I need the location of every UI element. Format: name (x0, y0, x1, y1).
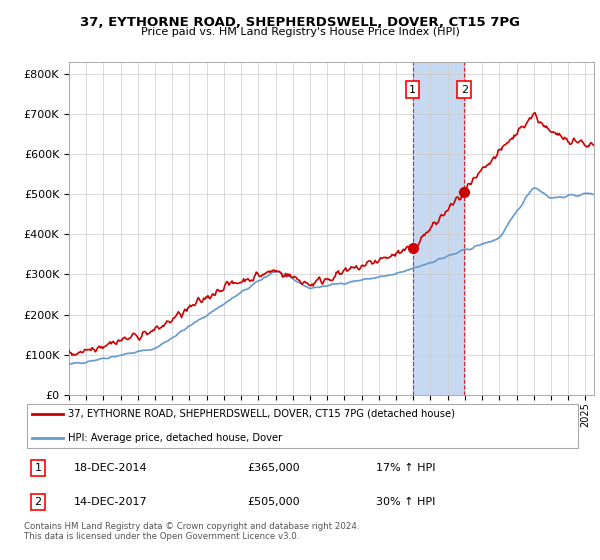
Text: 2: 2 (34, 497, 41, 507)
Text: 2: 2 (461, 85, 468, 95)
Text: 14-DEC-2017: 14-DEC-2017 (74, 497, 148, 507)
Text: 1: 1 (34, 463, 41, 473)
Text: £505,000: £505,000 (247, 497, 300, 507)
Text: Price paid vs. HM Land Registry's House Price Index (HPI): Price paid vs. HM Land Registry's House … (140, 27, 460, 37)
Text: 17% ↑ HPI: 17% ↑ HPI (376, 463, 435, 473)
Text: 37, EYTHORNE ROAD, SHEPHERDSWELL, DOVER, CT15 7PG (detached house): 37, EYTHORNE ROAD, SHEPHERDSWELL, DOVER,… (68, 409, 455, 419)
Text: Contains HM Land Registry data © Crown copyright and database right 2024.
This d: Contains HM Land Registry data © Crown c… (24, 522, 359, 542)
Bar (413, 62, 464, 395)
Text: 37, EYTHORNE ROAD, SHEPHERDSWELL, DOVER, CT15 7PG: 37, EYTHORNE ROAD, SHEPHERDSWELL, DOVER,… (80, 16, 520, 29)
Text: £365,000: £365,000 (247, 463, 300, 473)
Text: 18-DEC-2014: 18-DEC-2014 (74, 463, 148, 473)
Text: HPI: Average price, detached house, Dover: HPI: Average price, detached house, Dove… (68, 433, 282, 444)
Text: 30% ↑ HPI: 30% ↑ HPI (376, 497, 435, 507)
FancyBboxPatch shape (27, 404, 578, 449)
Text: 1: 1 (409, 85, 416, 95)
